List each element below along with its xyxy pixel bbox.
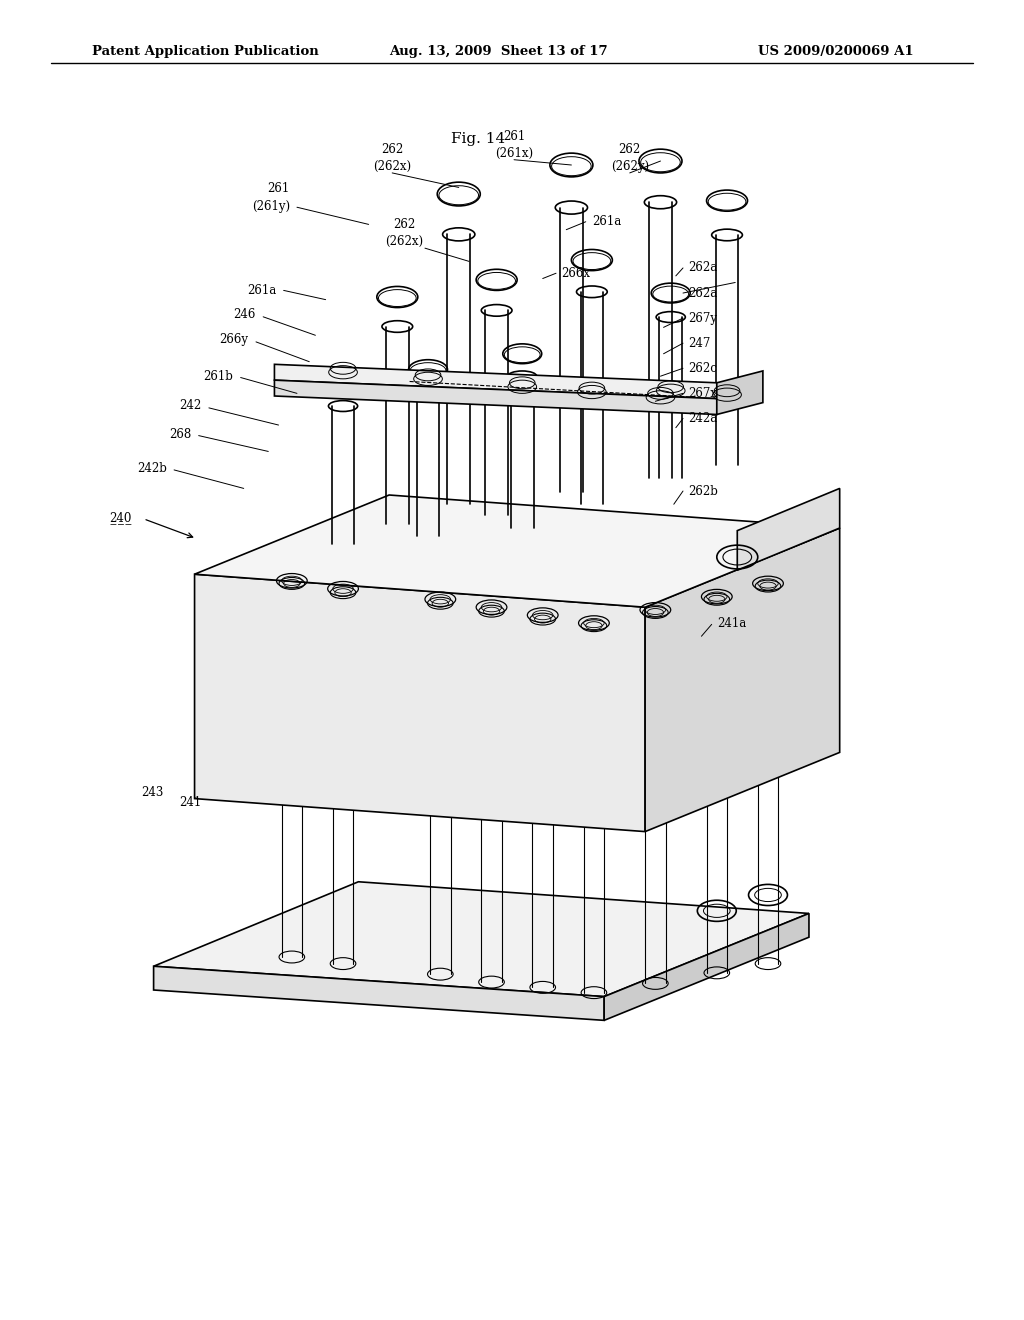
- Text: 242a: 242a: [688, 412, 718, 425]
- Text: 267y: 267y: [688, 312, 717, 325]
- Text: 268: 268: [169, 428, 191, 441]
- Text: 261b: 261b: [204, 370, 233, 383]
- Polygon shape: [274, 380, 717, 414]
- Text: US 2009/0200069 A1: US 2009/0200069 A1: [758, 45, 913, 58]
- Text: 262b: 262b: [688, 484, 718, 498]
- Text: 262: 262: [393, 218, 416, 231]
- Text: Patent Application Publication: Patent Application Publication: [92, 45, 318, 58]
- Text: 266x: 266x: [561, 267, 590, 280]
- Text: 262a: 262a: [688, 286, 718, 300]
- Text: 242b: 242b: [137, 462, 167, 475]
- Text: 262c: 262c: [688, 362, 717, 375]
- Polygon shape: [274, 364, 717, 399]
- Polygon shape: [154, 882, 809, 997]
- Polygon shape: [737, 488, 840, 570]
- Polygon shape: [195, 574, 645, 832]
- Text: 261a: 261a: [592, 215, 622, 228]
- Text: Aug. 13, 2009  Sheet 13 of 17: Aug. 13, 2009 Sheet 13 of 17: [389, 45, 608, 58]
- Text: (261x): (261x): [495, 147, 534, 160]
- Text: 241a: 241a: [717, 616, 746, 630]
- Text: 243: 243: [141, 785, 164, 799]
- Text: 246: 246: [233, 308, 256, 321]
- Text: 262: 262: [381, 143, 403, 156]
- Text: 261: 261: [267, 182, 290, 195]
- Text: 247: 247: [688, 337, 711, 350]
- Text: 262: 262: [618, 143, 641, 156]
- Text: 261a: 261a: [247, 284, 276, 297]
- Text: (261y): (261y): [252, 199, 290, 213]
- Text: 242: 242: [179, 399, 202, 412]
- Text: (262x): (262x): [373, 160, 412, 173]
- Text: 266y: 266y: [219, 333, 248, 346]
- Text: (262x): (262x): [385, 235, 424, 248]
- Text: 267x: 267x: [688, 387, 717, 400]
- Text: Fig. 14: Fig. 14: [451, 132, 505, 147]
- Text: (262y): (262y): [610, 160, 649, 173]
- Text: 2̲4̲0̲: 2̲4̲0̲: [110, 511, 132, 524]
- Polygon shape: [604, 913, 809, 1020]
- Polygon shape: [195, 495, 840, 607]
- Text: 261: 261: [503, 129, 525, 143]
- Polygon shape: [154, 966, 604, 1020]
- Text: 241: 241: [179, 796, 202, 809]
- Polygon shape: [645, 528, 840, 832]
- Text: 262a: 262a: [688, 261, 718, 275]
- Polygon shape: [717, 371, 763, 414]
